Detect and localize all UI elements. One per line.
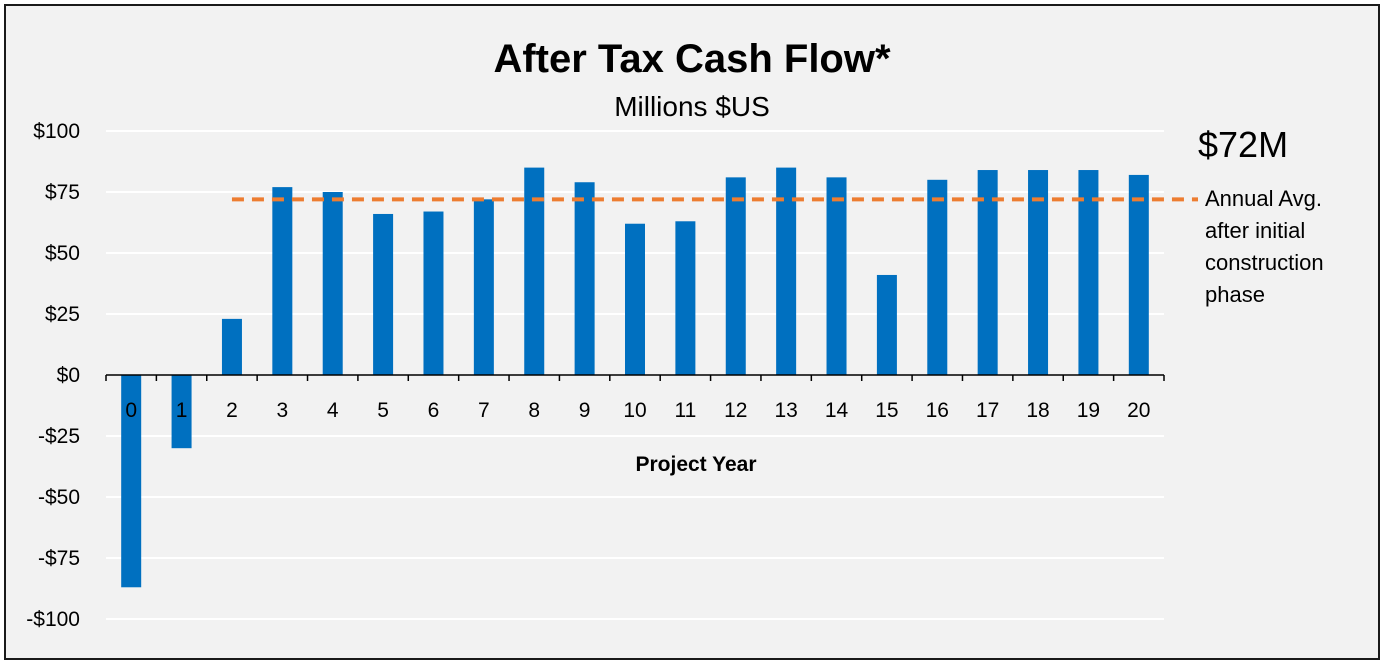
x-tick-label: 13	[774, 399, 797, 422]
y-tick-label: -$25	[38, 425, 80, 448]
x-tick-label: 16	[926, 399, 949, 422]
x-axis-label: Project Year	[635, 453, 756, 476]
y-tick-label: $25	[45, 303, 80, 326]
x-tick-label: 4	[327, 399, 339, 422]
bar-year-5	[373, 213, 394, 375]
x-tick-label: 8	[528, 399, 540, 422]
bar-year-19	[1078, 170, 1099, 375]
x-tick-label: 6	[428, 399, 440, 422]
x-tick-label: 15	[875, 399, 898, 422]
x-tick-label: 3	[276, 399, 288, 422]
x-tick-label: 10	[623, 399, 646, 422]
bars	[121, 167, 1198, 588]
average-label-line-1: Annual Avg.	[1205, 186, 1322, 211]
bar-year-15	[876, 274, 897, 375]
x-tick-label: 1	[176, 399, 188, 422]
x-tick-label: 2	[226, 399, 238, 422]
y-tick-label: -$50	[38, 486, 80, 509]
bar-year-11	[675, 221, 696, 375]
bar-year-1	[171, 375, 192, 449]
y-tick-label: -$100	[26, 608, 80, 631]
bar-year-12	[725, 177, 746, 375]
y-tick-label: $50	[45, 242, 80, 265]
average-label-line-4: phase	[1205, 282, 1265, 307]
bar-year-16	[927, 179, 948, 375]
bar-year-20	[1128, 174, 1149, 375]
bar-year-9	[574, 182, 595, 375]
bar-year-6	[423, 211, 444, 375]
bar-year-14	[826, 177, 847, 375]
bar-year-3	[272, 187, 293, 375]
x-tick-label: 17	[976, 399, 999, 422]
x-tick-label: 19	[1077, 399, 1100, 422]
y-tick-label: $0	[57, 364, 80, 387]
x-tick-label: 5	[377, 399, 389, 422]
x-tick-label: 0	[125, 399, 137, 422]
x-tick-label: 14	[825, 399, 849, 422]
bar-year-18	[1028, 170, 1049, 375]
bar-year-13	[776, 167, 797, 375]
bar-year-8	[524, 167, 545, 375]
x-tick-label: 12	[724, 399, 747, 422]
bar-year-7	[473, 199, 494, 375]
average-label-line-2: after initial	[1205, 218, 1305, 243]
bar-year-4	[322, 192, 343, 375]
x-tick-label: 18	[1026, 399, 1049, 422]
axes	[105, 374, 1165, 381]
chart-subtitle: Millions $US	[614, 91, 770, 122]
bar-year-0	[121, 375, 142, 588]
y-tick-label: -$75	[38, 547, 80, 570]
x-tick-label: 20	[1127, 399, 1150, 422]
x-tick-label: 11	[674, 399, 696, 422]
average-label-line-3: construction	[1205, 250, 1324, 275]
y-tick-label: $100	[33, 120, 80, 143]
chart-title: After Tax Cash Flow*	[493, 37, 891, 81]
bar-year-17	[977, 170, 998, 375]
average-value-label: $72M	[1198, 124, 1288, 165]
y-tick-label: $75	[45, 181, 80, 204]
bar-year-2	[221, 318, 242, 375]
bar-year-10	[625, 223, 645, 375]
x-tick-label: 7	[478, 399, 490, 422]
x-tick-label: 9	[579, 399, 591, 422]
